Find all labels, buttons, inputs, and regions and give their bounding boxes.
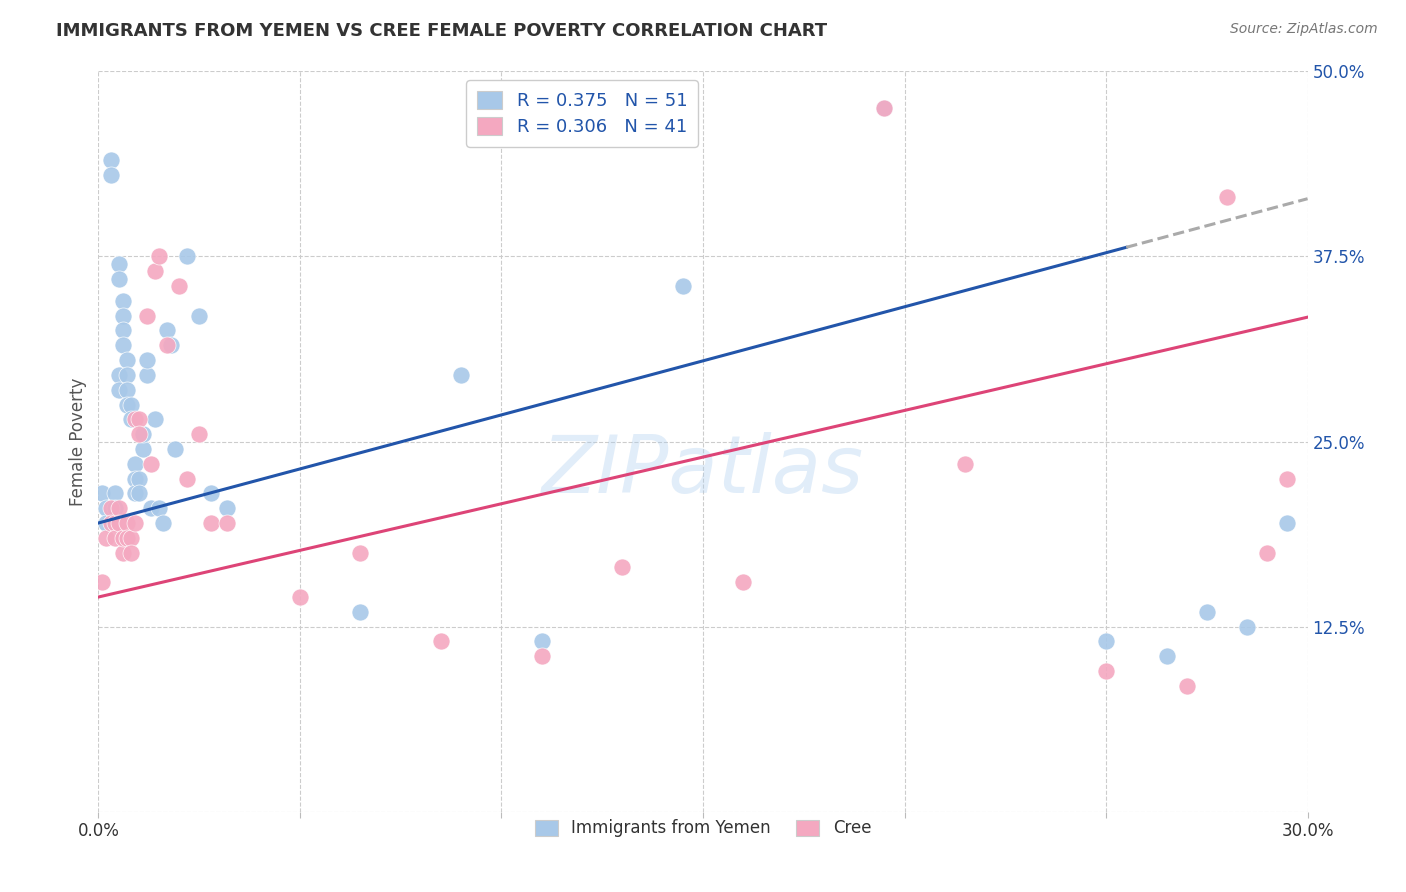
Point [1216, 190, 1239, 204]
Point [156, 324, 179, 338]
Point [530, 634, 553, 648]
Point [530, 649, 553, 664]
Point [103, 486, 125, 500]
Point [217, 516, 239, 530]
Point [148, 501, 170, 516]
Point [167, 279, 190, 293]
Point [135, 309, 157, 323]
Point [132, 427, 155, 442]
Point [111, 531, 134, 545]
Point [188, 309, 211, 323]
Point [430, 634, 453, 648]
Point [1095, 634, 1118, 648]
Point [107, 383, 129, 397]
Point [120, 398, 142, 412]
Point [124, 471, 146, 485]
Point [132, 442, 155, 456]
Point [143, 264, 166, 278]
Point [96, 531, 118, 545]
Point [1175, 679, 1198, 693]
Point [107, 516, 129, 530]
Text: IMMIGRANTS FROM YEMEN VS CREE FEMALE POVERTY CORRELATION CHART: IMMIGRANTS FROM YEMEN VS CREE FEMALE POV… [56, 22, 827, 40]
Point [120, 531, 142, 545]
Point [139, 501, 162, 516]
Point [672, 279, 695, 293]
Point [100, 501, 122, 516]
Point [163, 442, 186, 456]
Point [103, 501, 125, 516]
Point [96, 516, 118, 530]
Point [1277, 516, 1299, 530]
Point [111, 546, 134, 560]
Y-axis label: Female Poverty: Female Poverty [69, 377, 87, 506]
Point [111, 324, 134, 338]
Point [176, 250, 198, 264]
Point [349, 546, 371, 560]
Point [450, 368, 472, 382]
Point [188, 427, 211, 442]
Point [115, 516, 138, 530]
Point [288, 590, 311, 604]
Point [139, 457, 162, 471]
Point [103, 516, 125, 530]
Point [115, 353, 138, 368]
Point [143, 412, 166, 426]
Point [1256, 546, 1278, 560]
Point [107, 271, 129, 285]
Point [115, 531, 138, 545]
Point [96, 501, 118, 516]
Point [115, 398, 138, 412]
Point [111, 293, 134, 308]
Point [156, 338, 179, 352]
Point [873, 102, 896, 116]
Point [91, 575, 114, 590]
Point [91, 486, 114, 500]
Point [733, 575, 755, 590]
Point [1156, 649, 1178, 664]
Point [873, 102, 896, 116]
Point [176, 471, 198, 485]
Point [100, 516, 122, 530]
Point [107, 368, 129, 382]
Point [103, 531, 125, 545]
Point [128, 471, 150, 485]
Point [115, 383, 138, 397]
Point [120, 546, 142, 560]
Point [111, 309, 134, 323]
Point [200, 486, 222, 500]
Point [1195, 605, 1218, 619]
Point [200, 516, 222, 530]
Point [135, 368, 157, 382]
Text: Source: ZipAtlas.com: Source: ZipAtlas.com [1230, 22, 1378, 37]
Point [135, 353, 157, 368]
Point [1277, 471, 1299, 485]
Point [120, 412, 142, 426]
Point [124, 457, 146, 471]
Point [349, 605, 371, 619]
Text: ZIPatlas: ZIPatlas [541, 432, 865, 510]
Point [148, 250, 170, 264]
Point [152, 516, 174, 530]
Point [1095, 664, 1118, 678]
Point [953, 457, 976, 471]
Point [124, 486, 146, 500]
Point [115, 368, 138, 382]
Point [107, 257, 129, 271]
Point [128, 412, 150, 426]
Point [100, 168, 122, 182]
Point [111, 338, 134, 352]
Point [217, 501, 239, 516]
Point [1236, 619, 1258, 633]
Point [124, 516, 146, 530]
Legend: Immigrants from Yemen, Cree: Immigrants from Yemen, Cree [529, 813, 877, 844]
Point [107, 501, 129, 516]
Point [160, 338, 183, 352]
Point [100, 153, 122, 168]
Point [128, 427, 150, 442]
Point [124, 412, 146, 426]
Point [612, 560, 634, 574]
Point [128, 486, 150, 500]
